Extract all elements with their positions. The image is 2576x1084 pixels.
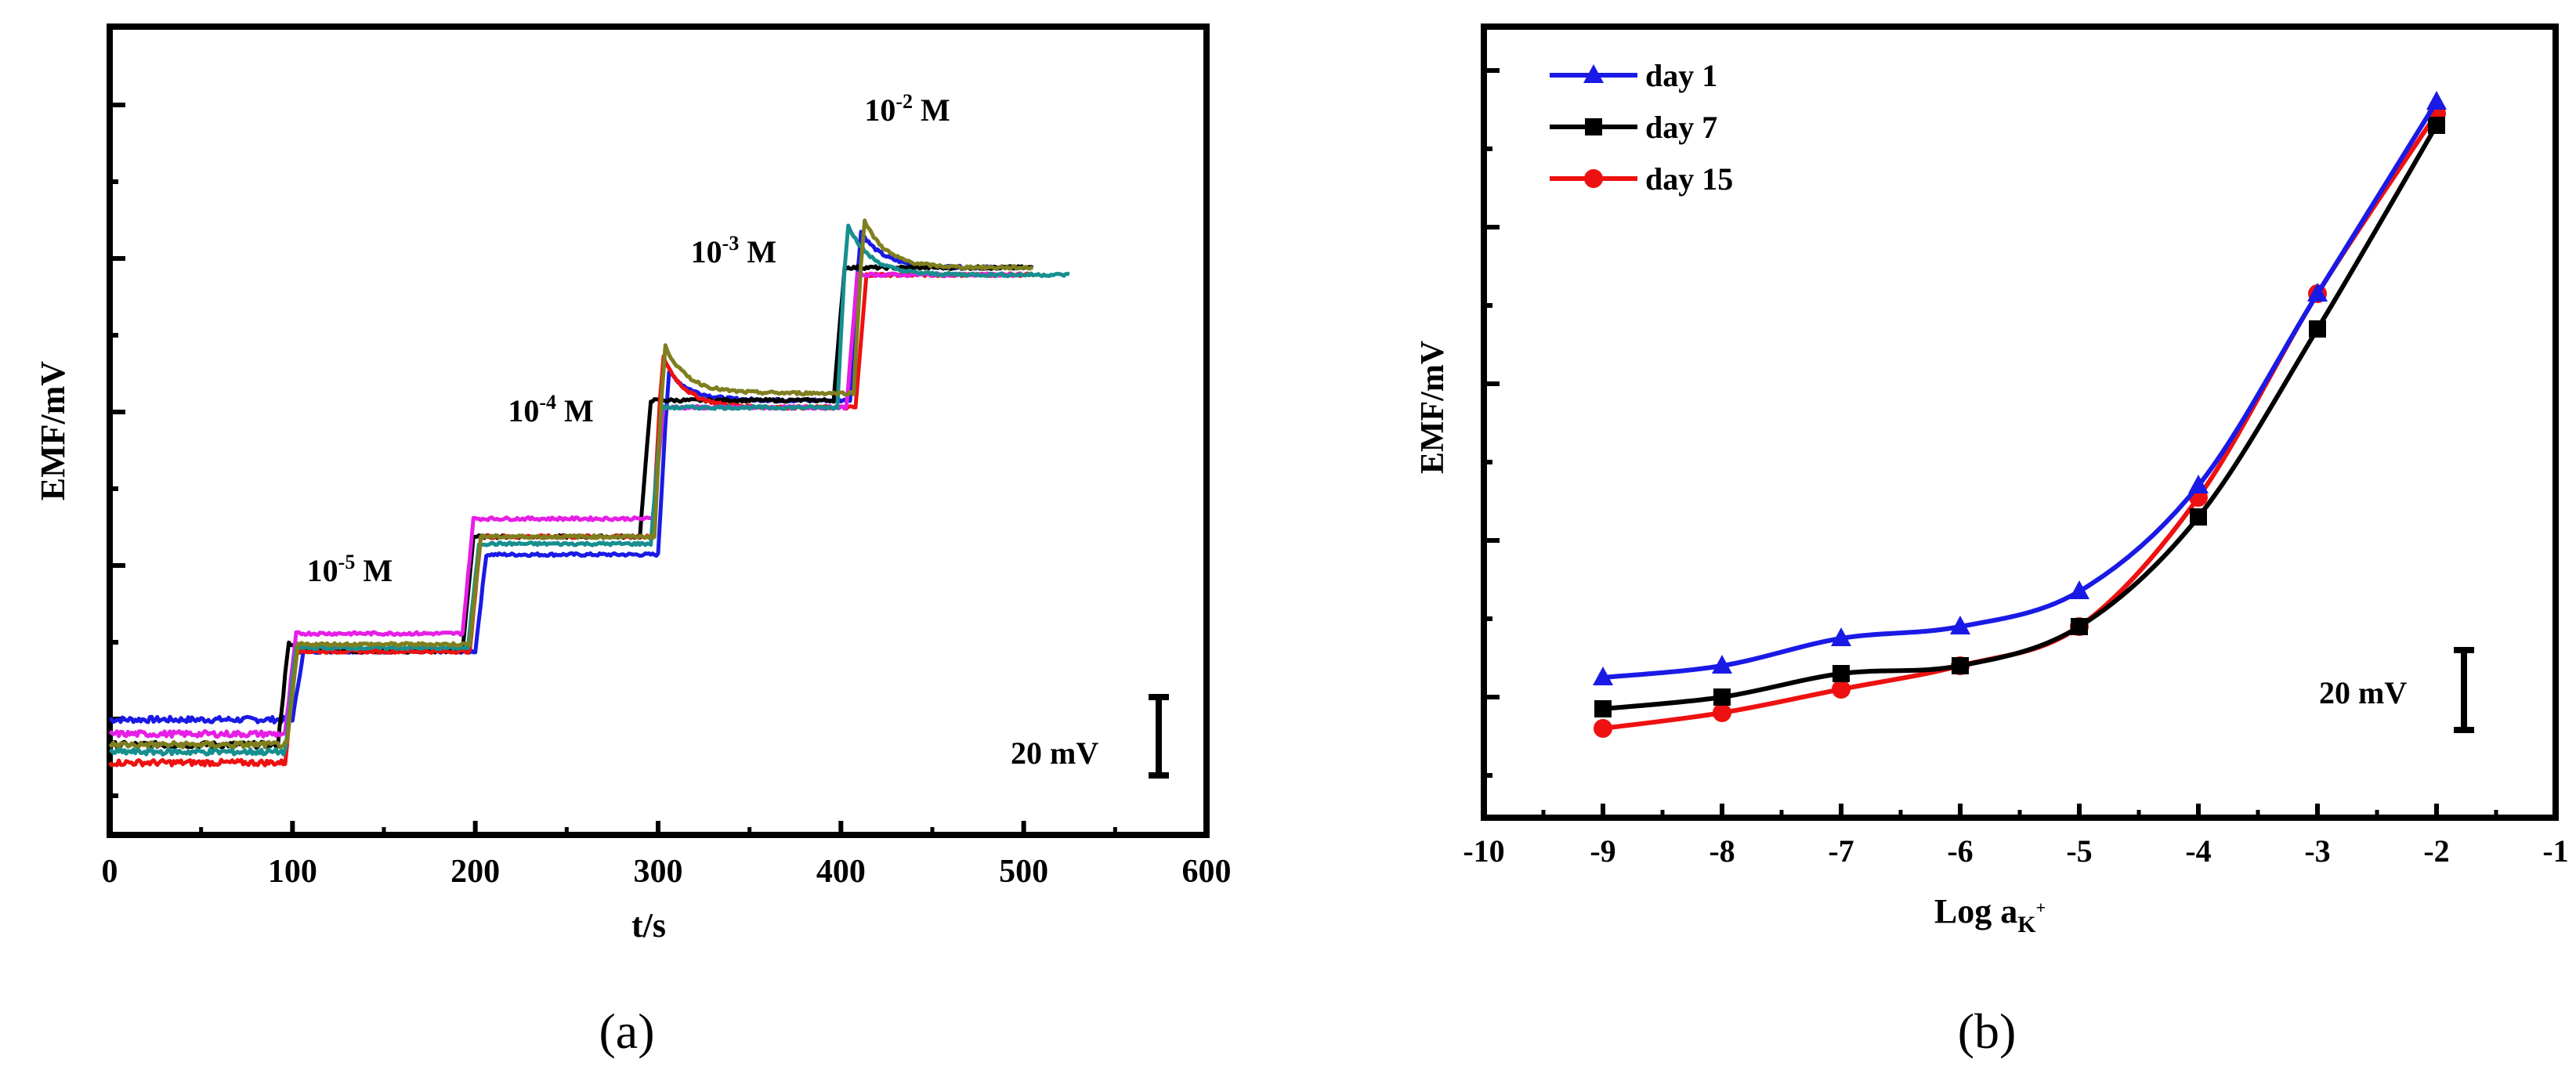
chart-a-xlabel: t/s [631,906,666,945]
chart-a-annotation: 10-2 M [864,90,950,128]
chart-b: -10 -9 -8 -7 -6 -5 -4 -3 -2 -1 day 1 day 7 day 15 L… [1415,23,2569,1059]
chart-b-xtick-label: -7 [1828,833,1854,869]
chart-b-scale-label: 20 mV [2319,675,2407,710]
chart-b-point [2428,117,2445,134]
chart-b-legend-label: day 7 [1645,110,1717,145]
chart-a-annotation: 10-3 M [691,232,776,269]
chart-b-xtick-label: -2 [2423,833,2449,869]
chart-b-point [2307,283,2328,302]
chart-b-point [1594,700,1612,717]
chart-a-xtick-label: 200 [450,854,500,890]
chart-b-point [2426,91,2447,110]
chart-b-point [2188,475,2209,493]
chart-a-annotation: 10-5 M [307,551,393,588]
chart-b-xtick-label: -3 [2304,833,2330,869]
chart-a-series-magenta [108,271,1026,739]
chart-b-point [1713,688,1731,706]
chart-a-xtick-label: 100 [268,854,317,890]
chart-b-point [1831,627,1851,646]
chart-a-panel-label: (a) [599,1003,654,1059]
chart-a-scale-label: 20 mV [1011,735,1098,771]
chart-a-series [107,219,1070,768]
chart-b-point [1593,667,1613,685]
chart-b-point [2071,618,2088,635]
chart-b-panel-label: (b) [1958,1003,2017,1059]
chart-a-xtick-label: 500 [999,854,1048,890]
chart-b-xtick-label: -9 [1590,833,1615,869]
chart-b-series-line-2 [1602,112,2439,731]
chart-b-point [1833,665,1850,682]
chart-a-xtick-label: 600 [1182,854,1232,890]
chart-b-legend: day 1 day 7 day 15 [1550,58,1733,197]
chart-b-legend-marker [1584,169,1603,188]
chart-b-xtick-label: -5 [2066,833,2092,869]
chart-a-ticks: 0 100 200 300 400 500 600 [102,103,1232,890]
chart-b-series-line-1 [1602,124,2439,711]
chart-b-ticks: -10 -9 -8 -7 -6 -5 -4 -3 -2 -1 [1463,68,2569,869]
chart-b-point [1594,719,1612,738]
chart-b-point [1713,703,1731,722]
chart-a-xtick-label: 400 [816,854,866,890]
chart-b-scale-bar [2454,647,2474,733]
chart-a-ylabel: EMF/mV [34,361,72,501]
chart-b-point [2309,320,2326,338]
chart-b-ylabel: EMF/mV [1415,341,1451,474]
chart-b-point [2190,508,2207,526]
chart-a-annotation: 10-4 M [508,391,593,428]
chart-b-legend-marker [1585,118,1602,136]
chart-b-legend-marker [1583,64,1604,83]
chart-b-point [1712,655,1732,674]
chart-b-xtick-label: -1 [2542,833,2568,869]
chart-a-xtick-label: 0 [102,854,118,890]
chart-a-xtick-label: 300 [634,854,683,890]
chart-b-point [1832,680,1851,699]
chart-b-series [1593,91,2447,738]
chart-b-point [2069,580,2089,599]
chart-b-legend-label: day 15 [1645,161,1733,197]
chart-b-point [1950,616,1970,634]
chart-b-point [1952,657,1969,674]
chart-a-annotations: 10-5 M 10-4 M 10-3 M 10-2 M [307,90,950,588]
chart-b-xtick-label: -4 [2185,833,2211,869]
chart-b-xtick-label: -8 [1709,833,1735,869]
chart-a-series-olive [108,219,1033,750]
chart-a-series-black [109,264,1034,750]
chart-b-xtick-label: -6 [1947,833,1973,869]
chart-b-xtick-label: -10 [1463,833,1504,869]
chart-b-legend-label: day 1 [1645,58,1717,93]
chart-a-scale-bar [1149,694,1169,779]
chart-a-series-blue [109,229,1024,724]
chart-a-series-teal [109,223,1070,757]
chart-a: 0 100 200 300 400 500 600 10-5 M10-4 M10-3 M10… [34,23,1232,1059]
chart-b-xlabel: Log aK+ [1934,892,2046,938]
